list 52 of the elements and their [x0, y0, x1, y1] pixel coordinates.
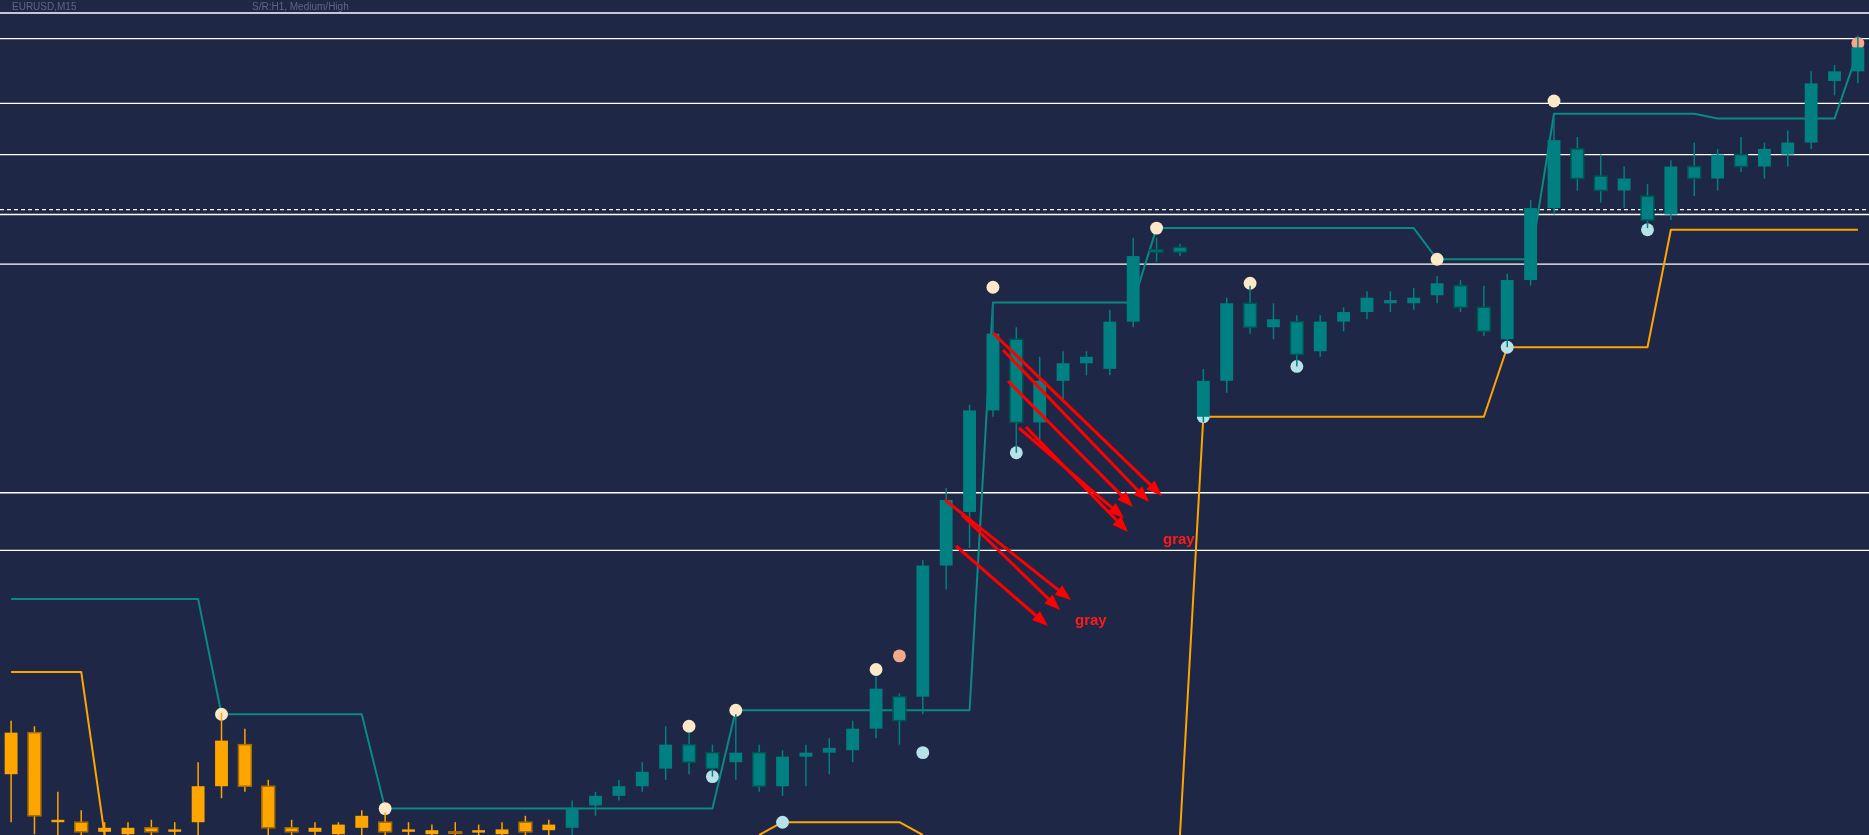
candlestick [1337, 306, 1351, 332]
chart-title: EURUSD,M15 [12, 1, 77, 12]
point [705, 770, 719, 784]
point [893, 649, 906, 663]
point [776, 815, 789, 829]
candlestick [892, 692, 907, 746]
candlestick [1267, 302, 1280, 340]
candlestick [1757, 141, 1771, 180]
candlestick [822, 737, 836, 775]
candlestick [1407, 287, 1421, 311]
candlestick [1711, 148, 1725, 192]
chart-subtitle: S/R:H1, Medium/High [252, 1, 349, 12]
point [215, 707, 228, 721]
point [916, 746, 930, 760]
candlestick [542, 819, 556, 835]
annotation: gray [1163, 530, 1196, 547]
point [682, 719, 696, 733]
candlestick [1476, 284, 1492, 337]
point [1150, 221, 1164, 235]
candlestick [1593, 153, 1608, 204]
point [378, 802, 392, 816]
candlestick [1828, 64, 1841, 97]
candlestick [1453, 279, 1468, 313]
candlestick [1733, 136, 1749, 173]
candlestick [355, 809, 369, 835]
candlestick [1687, 141, 1702, 197]
point [1500, 340, 1514, 354]
annotation: gray [1075, 611, 1108, 628]
candlestick [799, 743, 813, 787]
candlestick [308, 821, 322, 835]
candlestick [1781, 129, 1795, 168]
candlestick [1149, 236, 1164, 263]
candlestick [1430, 275, 1444, 305]
candlestick [659, 725, 673, 781]
candlestick [1360, 290, 1374, 320]
point [869, 663, 883, 676]
point [986, 280, 1000, 294]
candlestick [1080, 350, 1093, 376]
point [1547, 94, 1561, 108]
candlestick [1617, 165, 1631, 209]
point [1641, 223, 1654, 237]
candlestick [846, 719, 860, 763]
candlestick [635, 761, 649, 793]
candlestick [1383, 290, 1397, 313]
candlestick [1056, 350, 1070, 400]
point [1243, 276, 1257, 290]
point [729, 703, 743, 717]
candlestick [612, 779, 626, 802]
point [1430, 252, 1444, 266]
candlestick [74, 809, 89, 835]
point [1009, 446, 1023, 460]
candlestick [518, 815, 533, 835]
